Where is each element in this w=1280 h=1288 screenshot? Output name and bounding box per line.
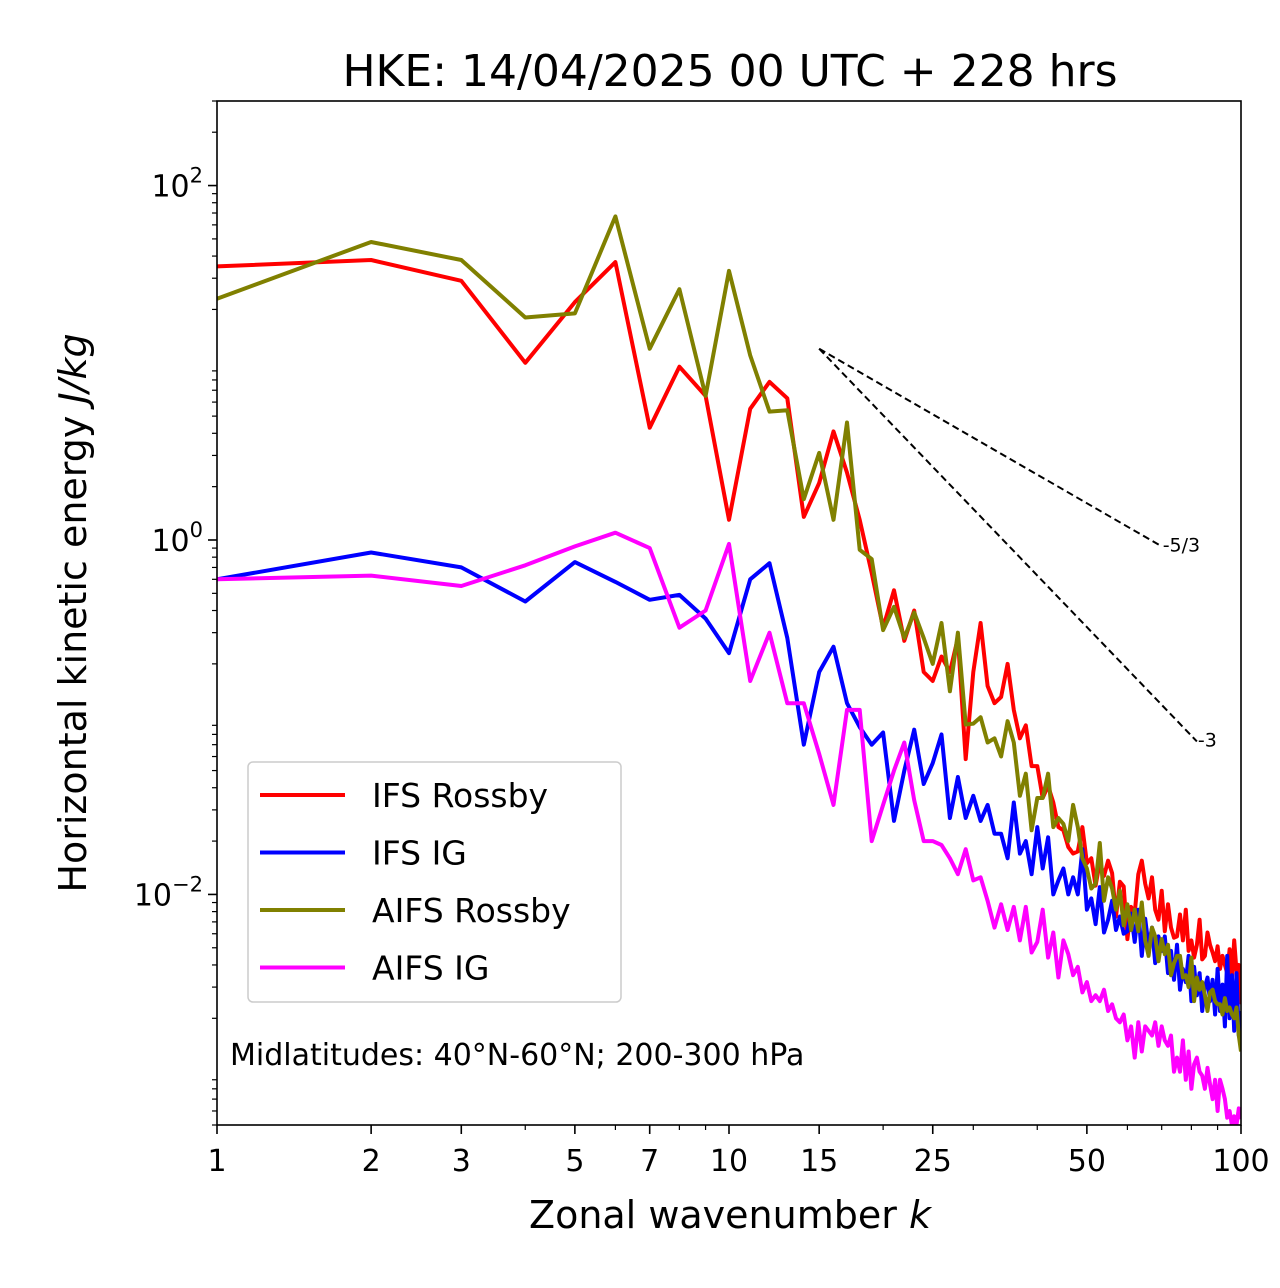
reference-slopes — [818, 347, 1198, 743]
y-axis-title-units: J/kg — [51, 333, 95, 410]
x-tick-label: 2 — [362, 1144, 381, 1179]
x-axis-title-text: Zonal wavenumber — [529, 1193, 897, 1237]
legend-label: AIFS Rossby — [372, 891, 571, 930]
series-line — [217, 550, 1241, 1038]
x-tick-label: 50 — [1068, 1144, 1106, 1179]
y-axis-title-text: Horizontal kinetic energy — [51, 416, 95, 893]
series-line — [217, 214, 1241, 1052]
x-axis-title: Zonal wavenumber k — [529, 1193, 933, 1237]
slope-labels: -5/3 -3 — [1163, 534, 1217, 751]
x-tick-label: 3 — [452, 1144, 471, 1179]
x-tick-label: 25 — [914, 1144, 952, 1179]
y-tick-label: 100 — [151, 518, 203, 559]
minor-ticks — [212, 100, 1219, 1130]
y-tick-label: 102 — [151, 164, 203, 205]
region-annotation: Midlatitudes: 40°N-60°N; 200-300 hPa — [230, 1038, 804, 1073]
x-tick-label: 15 — [800, 1144, 838, 1179]
legend-label: IFS IG — [372, 834, 467, 873]
reference-slope-label: -3 — [1198, 729, 1217, 751]
x-tick-label: 7 — [640, 1144, 659, 1179]
x-tick-label: 5 — [565, 1144, 584, 1179]
x-axis-title-var: k — [909, 1193, 933, 1237]
x-tick-label: 100 — [1212, 1144, 1269, 1179]
y-tick-label: 10−2 — [134, 872, 203, 913]
y-axis-ticks: 102 100 10−2 — [134, 164, 217, 913]
legend-frame — [247, 761, 622, 1003]
reference-slope-line — [818, 348, 1198, 743]
y-axis-title: Horizontal kinetic energy J/kg — [51, 333, 95, 892]
legend-label: IFS Rossby — [372, 776, 548, 815]
x-tick-label: 1 — [207, 1144, 226, 1179]
x-axis-ticks: 1 2 3 5 7 10 15 25 50 100 — [207, 1125, 1270, 1179]
series-lines — [217, 214, 1241, 1125]
series-line — [217, 530, 1241, 1125]
reference-slope-label: -5/3 — [1163, 534, 1200, 556]
legend: IFS Rossby IFS IG AIFS Rossby AIFS IG — [247, 761, 622, 1003]
legend-label: AIFS IG — [372, 949, 489, 988]
chart-title: HKE: 14/04/2025 00 UTC + 228 hrs — [342, 46, 1117, 97]
x-tick-label: 10 — [710, 1144, 748, 1179]
